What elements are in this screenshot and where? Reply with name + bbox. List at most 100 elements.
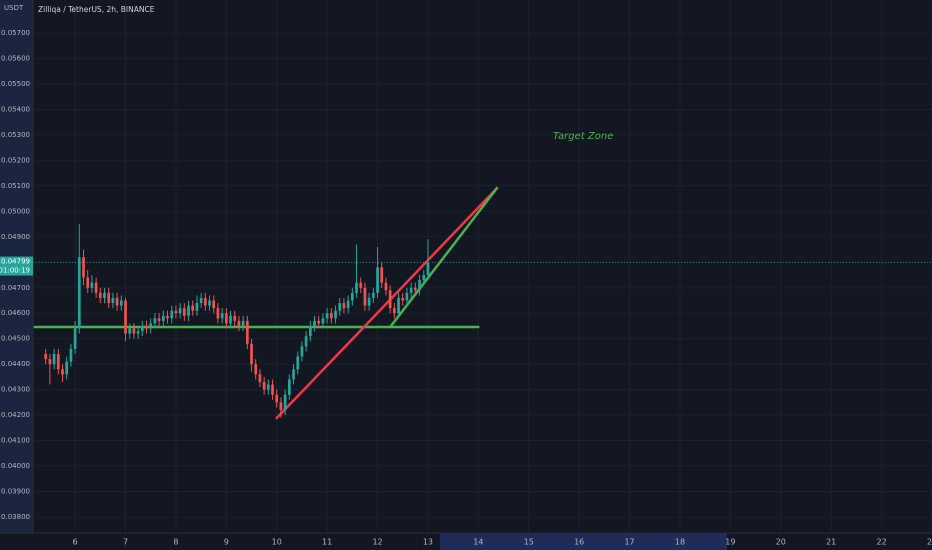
x-tick-label: 14 bbox=[473, 538, 483, 547]
y-tick-label: 0.04400 bbox=[1, 360, 30, 368]
candle-body bbox=[48, 359, 52, 365]
last-price-box bbox=[0, 256, 33, 276]
y-tick-label: 0.04700 bbox=[1, 284, 30, 292]
candle-body bbox=[388, 290, 392, 309]
candle-body bbox=[128, 328, 132, 334]
candle-body bbox=[308, 325, 312, 337]
candle-body bbox=[178, 308, 182, 314]
candle-body bbox=[90, 282, 94, 288]
candle-body bbox=[203, 297, 207, 306]
candle-body bbox=[245, 320, 249, 344]
candle-body bbox=[338, 303, 342, 311]
last-price-label: 0.04799 bbox=[1, 258, 30, 266]
candle-body bbox=[376, 267, 379, 293]
x-tick-label: 23 bbox=[927, 538, 932, 547]
candle-body bbox=[371, 292, 375, 298]
y-tick-label: 0.05100 bbox=[1, 182, 30, 190]
x-tick-label: 10 bbox=[272, 538, 282, 547]
candle-body bbox=[359, 282, 363, 288]
y-tick-label: 0.04100 bbox=[1, 437, 30, 445]
candle-body bbox=[136, 331, 140, 334]
time-range-highlight bbox=[440, 533, 727, 550]
candle-body bbox=[82, 257, 85, 278]
y-tick-label: 0.04000 bbox=[1, 462, 30, 470]
candle-body bbox=[363, 287, 367, 306]
y-tick-label: 0.03900 bbox=[1, 487, 30, 495]
x-tick-label: 20 bbox=[776, 538, 786, 547]
trend-line bbox=[388, 186, 499, 329]
candle-body bbox=[254, 364, 258, 375]
x-tick-label: 7 bbox=[123, 538, 128, 547]
x-tick-label: 8 bbox=[173, 538, 178, 547]
grid bbox=[33, 0, 932, 533]
candle-body bbox=[355, 282, 358, 293]
y-tick-label: 0.04900 bbox=[1, 233, 30, 241]
candle-body bbox=[52, 353, 56, 365]
candle-body bbox=[86, 277, 90, 288]
x-tick-label: 17 bbox=[624, 538, 634, 547]
candle-body bbox=[275, 394, 279, 403]
candle-body bbox=[346, 300, 350, 309]
y-tick-label: 0.05400 bbox=[1, 106, 30, 114]
candle-body bbox=[145, 325, 148, 329]
x-tick-label: 6 bbox=[73, 538, 78, 547]
y-tick-label: 0.04300 bbox=[1, 386, 30, 394]
candle-body bbox=[216, 308, 220, 319]
candle-body bbox=[224, 313, 228, 324]
trend-line bbox=[275, 186, 499, 420]
x-tick-label: 15 bbox=[524, 538, 534, 547]
candle-body bbox=[233, 315, 237, 321]
candle-body bbox=[321, 318, 325, 324]
candle-body bbox=[367, 297, 371, 306]
candle-body bbox=[149, 323, 153, 329]
y-tick-label: 0.05600 bbox=[1, 55, 30, 63]
candle-body bbox=[401, 297, 405, 301]
candle-body bbox=[69, 348, 73, 362]
candle-body bbox=[124, 300, 127, 334]
candle-body bbox=[334, 310, 337, 319]
x-tick-label: 13 bbox=[423, 538, 433, 547]
labels: 0.03800 0.03900 0.04000 0.04100 0.04200 0.043… bbox=[0, 29, 932, 547]
candle-body bbox=[266, 384, 270, 390]
candle-body bbox=[187, 305, 190, 316]
y-tick-label: 0.05300 bbox=[1, 131, 30, 139]
candle-body bbox=[292, 369, 295, 380]
candle-body bbox=[350, 292, 354, 301]
candle-body bbox=[258, 374, 262, 382]
candle-body bbox=[73, 328, 77, 349]
candle-body bbox=[115, 297, 119, 306]
candle-body bbox=[166, 315, 169, 319]
chart-title: Zilliqa / TetherUS, 2h, BINANCE bbox=[38, 5, 155, 14]
x-tick-label: 19 bbox=[725, 538, 735, 547]
candle-body bbox=[426, 262, 430, 276]
candle-body bbox=[405, 292, 409, 301]
candle-body bbox=[208, 300, 211, 306]
candle-body bbox=[157, 318, 161, 321]
candle-body bbox=[44, 353, 48, 360]
candle-body bbox=[283, 394, 287, 410]
candle-body bbox=[212, 300, 216, 309]
candle-body bbox=[279, 402, 283, 410]
candle-body bbox=[61, 369, 64, 375]
y-tick-label: 0.04200 bbox=[1, 411, 30, 419]
y-tick-label: 0.03800 bbox=[1, 513, 30, 521]
candle-body bbox=[325, 313, 329, 319]
y-tick-label: 0.05500 bbox=[1, 80, 30, 88]
x-tick-label: 11 bbox=[322, 538, 332, 547]
candle-body bbox=[77, 257, 81, 329]
candle-body bbox=[271, 384, 274, 395]
countdown: 01:00:19 bbox=[0, 267, 30, 275]
candle-body bbox=[241, 320, 245, 326]
x-tick-label: 12 bbox=[372, 538, 382, 547]
candle-body bbox=[98, 292, 102, 298]
candle-body bbox=[111, 297, 115, 304]
candle-body bbox=[300, 346, 304, 357]
candle-body bbox=[103, 292, 106, 298]
candle-body bbox=[140, 325, 144, 332]
candle-body bbox=[237, 320, 241, 326]
candle-body bbox=[170, 310, 174, 319]
candle-body bbox=[342, 303, 346, 309]
